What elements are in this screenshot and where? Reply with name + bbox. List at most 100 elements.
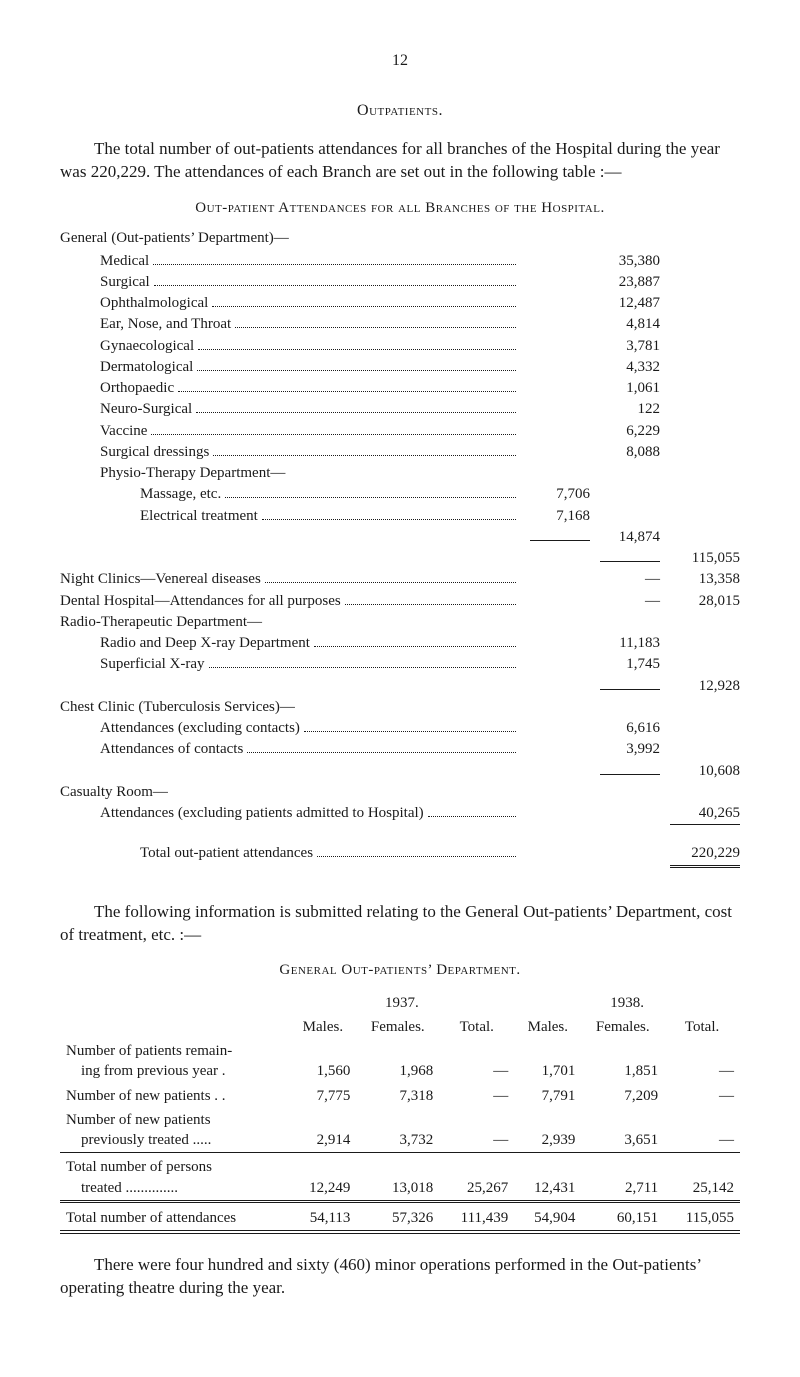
cell: — (439, 1039, 514, 1084)
cell: 2,939 (514, 1108, 581, 1153)
dot-leader (225, 497, 516, 498)
row-label: Casualty Room— (60, 782, 168, 802)
row-label: Medical (60, 251, 149, 271)
cell: — (664, 1084, 740, 1108)
row-label: Chest Clinic (Tuberculosis Services)— (60, 697, 295, 717)
cell: 7,775 (289, 1084, 356, 1108)
table-row: Total number of attendances 54,113 57,32… (60, 1206, 740, 1232)
dot-leader (428, 816, 516, 817)
cell: 7,209 (581, 1084, 664, 1108)
col-males: Males. (514, 1015, 581, 1039)
row-label: Dental Hospital—Attendances for all purp… (60, 591, 341, 611)
cell: 7,791 (514, 1084, 581, 1108)
cell: 11,183 (590, 633, 660, 653)
dot-leader (314, 646, 516, 647)
cell: 8,088 (590, 442, 660, 462)
cell: 35,380 (590, 251, 660, 271)
row-label: Vaccine (60, 421, 147, 441)
dot-leader (247, 752, 516, 753)
cell: 60,151 (581, 1206, 664, 1232)
attendance-listing: Medical 35,380 Surgical 23,887 Ophthalmolo… (60, 251, 740, 883)
subhead-branches: Out-patient Attendances for all Branches… (60, 198, 740, 218)
cell: 115,055 (664, 1206, 740, 1232)
dot-leader (198, 349, 516, 350)
cell: 3,992 (590, 739, 660, 759)
cell: 122 (590, 399, 660, 419)
cell: — (590, 591, 660, 611)
cell: 7,706 (520, 484, 590, 504)
dot-leader (235, 327, 516, 328)
cell: 1,968 (356, 1039, 439, 1084)
casualty-total: 40,265 (660, 803, 740, 823)
col-females: Females. (356, 1015, 439, 1039)
cell: 1,061 (590, 378, 660, 398)
row-label: Physio-Therapy Department— (60, 463, 285, 483)
cell: 111,439 (439, 1206, 514, 1232)
row-label: Dermatological (60, 357, 193, 377)
cell: 54,904 (514, 1206, 581, 1232)
dot-leader (345, 604, 516, 605)
cell: 4,332 (590, 357, 660, 377)
cell: 23,887 (590, 272, 660, 292)
row-label: Total number of attendances (60, 1206, 289, 1232)
general-total: 115,055 (660, 548, 740, 568)
row-label: Surgical (60, 272, 150, 292)
middle-paragraph: The following information is submitted r… (60, 901, 740, 947)
table-row: Total number of persons treated .........… (60, 1155, 740, 1201)
row-label: Attendances (excluding patients admitted… (60, 803, 424, 823)
row-label: ing from previous year . (66, 1063, 226, 1079)
year-1937: 1937. (289, 991, 514, 1015)
cell: 7,318 (356, 1084, 439, 1108)
cell: 1,745 (590, 654, 660, 674)
cell: 1,851 (581, 1039, 664, 1084)
cell: 3,732 (356, 1108, 439, 1153)
physio-subtotal: 14,874 (590, 527, 660, 547)
row-label: previously treated ..... (66, 1132, 211, 1148)
row-label: Surgical dressings (60, 442, 209, 462)
cell: 12,249 (289, 1155, 356, 1201)
col-total: Total. (439, 1015, 514, 1039)
cell: 1,701 (514, 1039, 581, 1084)
table-row: Number of new patients . . 7,775 7,318 —… (60, 1084, 740, 1108)
cell: 3,651 (581, 1108, 664, 1153)
row-label: Electrical treatment (60, 506, 258, 526)
row-label: Radio-Therapeutic Department— (60, 612, 262, 632)
cell: 6,229 (590, 421, 660, 441)
col-total: Total. (664, 1015, 740, 1039)
dot-leader (178, 391, 516, 392)
col-males: Males. (289, 1015, 356, 1039)
cell: 1,560 (289, 1039, 356, 1084)
table-row: Number of new patients previously treated… (60, 1108, 740, 1153)
page-number: 12 (60, 50, 740, 72)
row-label: Number of new patients (66, 1112, 211, 1128)
row-label: Total number of persons (66, 1159, 212, 1175)
chest-total: 10,608 (660, 761, 740, 781)
cell: 2,914 (289, 1108, 356, 1153)
row-label: Ophthalmological (60, 293, 208, 313)
row-label: treated .............. (66, 1180, 178, 1196)
cell: 7,168 (520, 506, 590, 526)
row-label: Night Clinics—Venereal diseases (60, 569, 261, 589)
cell: 3,781 (590, 336, 660, 356)
year-1938: 1938. (514, 991, 740, 1015)
grand-total-label: Total out-patient attendances (60, 843, 313, 863)
cell: 12,487 (590, 293, 660, 313)
dot-leader (196, 412, 516, 413)
row-label: Radio and Deep X-ray Department (60, 633, 310, 653)
cell: 6,616 (590, 718, 660, 738)
cell: 13,358 (660, 569, 740, 589)
row-label: Orthopaedic (60, 378, 174, 398)
cell: 57,326 (356, 1206, 439, 1232)
dot-leader (213, 455, 516, 456)
general-dept-table: 1937. 1938. Males. Females. Total. Males… (60, 991, 740, 1239)
row-label: Number of new patients . . (60, 1084, 289, 1108)
cell: 13,018 (356, 1155, 439, 1201)
grand-total: 220,229 (660, 843, 740, 863)
cell: 2,711 (581, 1155, 664, 1201)
dot-leader (197, 370, 516, 371)
cell: — (590, 569, 660, 589)
dot-leader (153, 264, 516, 265)
intro-paragraph: The total number of out-patients attenda… (60, 138, 740, 184)
cell: — (439, 1108, 514, 1153)
general-dept-heading: General (Out-patients’ Department)— (60, 228, 740, 248)
